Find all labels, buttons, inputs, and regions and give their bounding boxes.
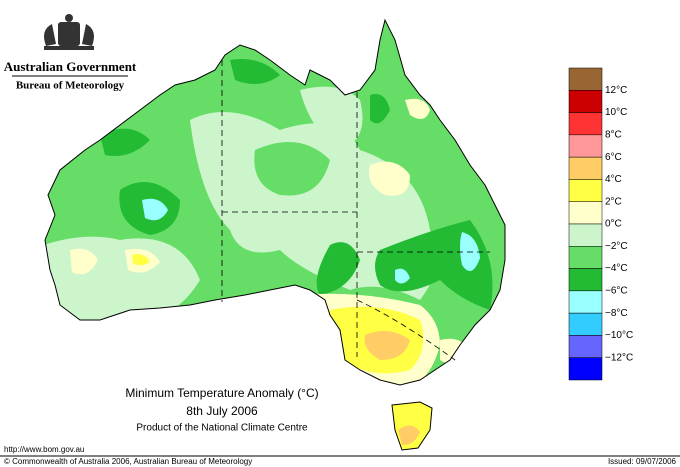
bureau-name: Bureau of Meteorology (16, 80, 125, 92)
legend-swatch (568, 156, 603, 180)
footer-url: http://www.bom.gov.au (4, 445, 84, 454)
legend-swatch (568, 290, 603, 314)
map-product: Product of the National Climate Centre (136, 423, 308, 434)
coat-of-arms (44, 14, 94, 50)
legend-swatch (568, 112, 603, 136)
legend-swatch (568, 90, 603, 113)
legend: 12°C 10°C 8°C 6°C 4°C 2°C 0°C −2°C −4°C −6°C −8°C −… (568, 67, 633, 381)
legend-swatch (568, 268, 603, 292)
tasmania-anomaly (398, 425, 420, 446)
legend-label: −8°C (605, 308, 628, 319)
legend-label: 0°C (605, 219, 622, 230)
state-borders (221, 60, 490, 361)
agency-name: Australian Government (4, 59, 137, 74)
legend-label: 2°C (605, 196, 622, 207)
legend-swatch (568, 312, 603, 336)
legend-label: 12°C (605, 85, 627, 96)
map-title: Minimum Temperature Anomaly (°C) (125, 386, 318, 400)
legend-swatch (568, 201, 603, 225)
legend-swatch (568, 67, 603, 91)
legend-swatch (568, 179, 603, 202)
legend-label: 10°C (605, 107, 627, 118)
legend-label: −10°C (605, 330, 633, 341)
legend-label: 4°C (605, 174, 622, 185)
legend-swatch (568, 335, 603, 358)
coastline (44, 18, 506, 386)
legend-label: −4°C (605, 263, 628, 274)
footer-issued: Issued: 09/07/2006 (608, 457, 677, 466)
legend-label: −6°C (605, 285, 628, 296)
footer-copyright: © Commonwealth of Australia 2006, Austra… (4, 457, 252, 466)
legend-label: 8°C (605, 129, 622, 140)
legend-label: 6°C (605, 152, 622, 163)
legend-swatch (568, 223, 603, 247)
legend-swatch (568, 246, 603, 269)
legend-swatch (568, 134, 603, 158)
legend-label: −12°C (605, 352, 633, 363)
legend-swatch (568, 357, 603, 381)
map-date: 8th July 2006 (186, 404, 258, 418)
legend-label: −2°C (605, 241, 628, 252)
